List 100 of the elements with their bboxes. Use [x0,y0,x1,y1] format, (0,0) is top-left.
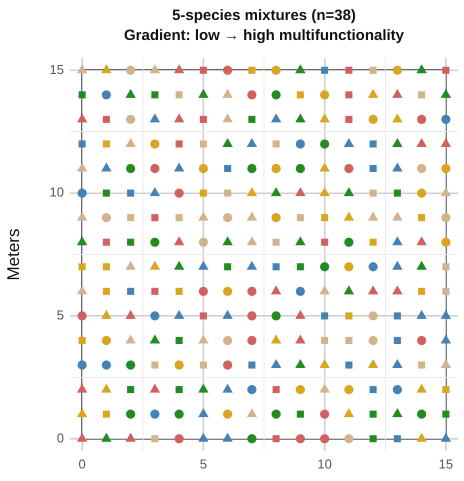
point [368,114,378,124]
point [125,432,136,442]
point [319,359,330,368]
point [101,310,112,319]
point [416,236,427,246]
point [198,164,208,174]
point [296,139,305,149]
point [296,91,304,98]
point [272,66,281,75]
point [272,238,280,246]
point [272,410,281,419]
point [344,408,354,418]
point [394,336,401,344]
point [418,288,426,295]
point [295,113,306,122]
point [368,359,378,368]
point [151,214,158,222]
point [223,336,232,346]
point [127,288,134,295]
point [150,238,160,247]
point [345,336,352,344]
point [344,238,354,247]
point [368,285,378,294]
y-tick-label: 0 [56,430,64,446]
point [78,91,86,98]
point [174,360,184,370]
point [344,384,354,394]
point [246,260,258,270]
point [370,164,377,172]
point [319,285,330,294]
point [127,386,134,394]
point [246,138,258,147]
point [101,64,112,74]
point [296,384,305,394]
point [319,113,330,122]
point [247,434,256,444]
point [320,434,330,444]
point [101,384,112,393]
point [127,190,134,197]
point [270,187,282,196]
chart-title: 5-species mixtures (n=38) [172,7,356,24]
point [272,311,281,321]
point [174,434,184,444]
point [224,164,232,172]
point [368,311,378,321]
point [102,288,110,295]
point [126,114,136,124]
point [127,214,134,222]
point [176,288,183,295]
y-tick-label: 10 [50,184,64,200]
point [198,286,208,296]
point [345,312,352,320]
point [370,190,377,197]
point [417,164,426,174]
point [76,64,88,74]
point [150,384,160,393]
point [76,432,88,442]
point [440,359,452,368]
point [441,114,450,124]
point [247,311,256,321]
point [102,213,111,222]
point [247,90,256,100]
point [102,116,110,123]
point [126,66,136,75]
point [370,66,377,74]
point [416,260,427,270]
point [345,66,352,74]
point [246,187,258,196]
point [222,113,233,122]
point [198,408,209,418]
x-tick-label: 5 [200,456,207,472]
point [418,91,426,98]
point [150,410,160,419]
point [78,188,87,198]
point [126,164,136,174]
point [441,164,450,174]
point [440,187,452,196]
point [247,384,256,394]
point [442,386,450,394]
point [319,162,330,172]
point [222,432,233,442]
point [223,410,232,419]
point [102,190,110,197]
point [272,435,280,442]
point [345,361,352,369]
point [320,90,330,100]
point [442,288,450,295]
point [76,162,88,172]
point [150,64,160,74]
point [270,285,282,294]
point [126,360,136,370]
point [440,310,452,319]
point [370,140,377,148]
point [394,435,401,442]
point [150,187,160,196]
point [101,162,112,172]
point [392,236,403,246]
point [176,386,183,394]
point [392,66,402,75]
point [270,359,282,368]
